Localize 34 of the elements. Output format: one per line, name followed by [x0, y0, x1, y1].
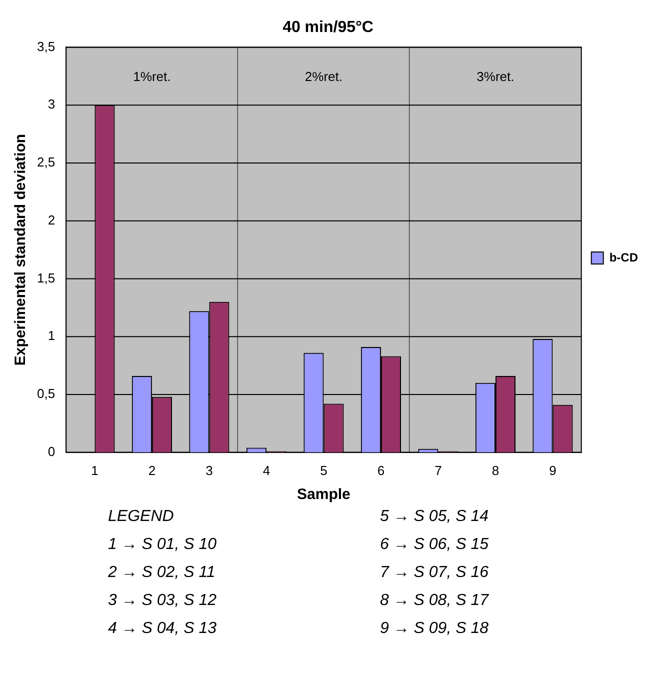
- text: 5 → S 05, S 14: [380, 508, 490, 527]
- x-tick-label: 3: [206, 462, 213, 478]
- y-tick-label: 1: [48, 328, 56, 344]
- y-tick-label: 3,5: [36, 38, 56, 54]
- text: 8 → S 08, S 17: [380, 592, 490, 611]
- x-tick-label: 7: [434, 462, 442, 478]
- text: LEGEND: [108, 508, 175, 527]
- band-label: 2%ret.: [304, 68, 342, 84]
- text: 1 → S 01, S 10: [108, 536, 218, 555]
- x-tick-label: 9: [549, 462, 556, 478]
- text: 7 → S 07, S 16: [380, 564, 490, 583]
- x-tick-label: 6: [377, 462, 385, 478]
- text: 2 → S 02, S 11: [108, 564, 216, 583]
- x-tick-label: 1: [91, 462, 98, 478]
- y-tick-label: 2,5: [36, 154, 56, 170]
- band-label: 1%ret.: [133, 68, 171, 84]
- y-axis-title: Experimental standard deviation: [12, 134, 30, 366]
- text: 6 → S 06, S 15: [380, 536, 490, 555]
- x-tick-label: 8: [492, 462, 500, 478]
- y-tick-label: 0,5: [36, 386, 56, 402]
- text: 9 → S 09, S 18: [380, 620, 490, 639]
- x-tick-label: 4: [262, 462, 270, 478]
- x-axis-title: Sample: [297, 486, 350, 504]
- band-label: 3%ret.: [476, 68, 514, 84]
- y-tick-label: 2: [48, 212, 56, 228]
- text: 4 → S 04, S 13: [108, 620, 218, 639]
- legend-label: b-CD: [609, 250, 638, 264]
- x-tick-label: 5: [320, 462, 328, 478]
- y-tick-label: 1,5: [36, 270, 56, 286]
- y-tick-label: 3: [48, 96, 56, 112]
- text: 3 → S 03, S 12: [108, 592, 218, 611]
- y-tick-label: 0: [48, 444, 56, 459]
- chart-title: 40 min/95°C: [282, 19, 374, 36]
- x-tick-label: 2: [148, 462, 156, 478]
